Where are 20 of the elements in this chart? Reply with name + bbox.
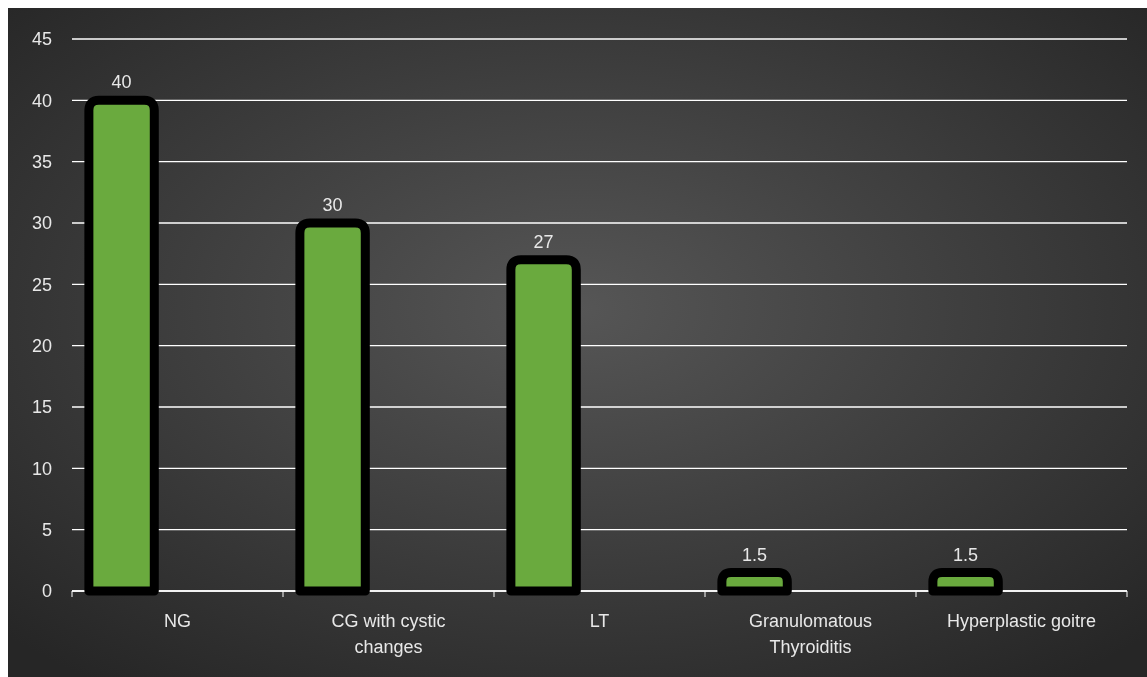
y-tick-label: 10: [31, 458, 52, 479]
x-tick-label: Hyperplastic goitre: [946, 611, 1097, 631]
y-tick-label: 45: [31, 29, 52, 50]
data-label: 1.5: [953, 544, 979, 565]
y-tick-label: 40: [31, 90, 52, 111]
y-tick-label: 15: [31, 397, 52, 418]
y-tick-label: 5: [41, 519, 52, 540]
data-label: 27: [533, 231, 554, 252]
y-tick-label: 0: [41, 581, 52, 602]
x-tick-label: Granulomatous Thyroiditis: [748, 611, 873, 657]
x-tick-label: CG with cystic changes: [331, 611, 446, 657]
y-tick-label: 25: [31, 274, 52, 295]
data-label: 30: [322, 195, 343, 215]
data-label: 40: [111, 72, 132, 93]
y-tick-label: 35: [31, 151, 52, 172]
x-tick-label: NG: [164, 611, 191, 631]
data-label: 1.5: [742, 544, 768, 565]
y-tick-label: 20: [31, 335, 52, 356]
y-tick-label: 30: [31, 213, 52, 234]
x-tick-label: LT: [589, 611, 610, 631]
